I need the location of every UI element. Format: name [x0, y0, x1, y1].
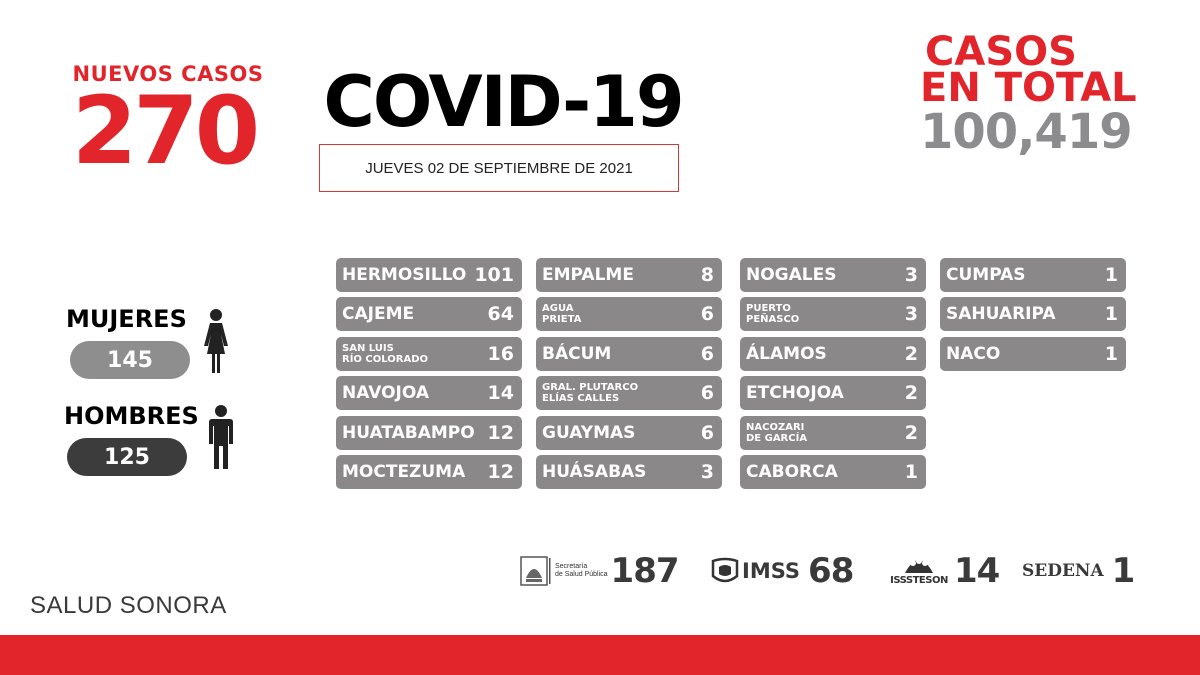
municipality-count: 3: [700, 461, 714, 483]
municipality-name: SAHUARIPA: [946, 304, 1056, 325]
municipality-name: HUATABAMPO: [342, 422, 475, 443]
footer-bar: [0, 635, 1200, 675]
municipality-count: 1: [1104, 303, 1118, 326]
municipality-name: PUERTO PEÑASCO: [746, 303, 800, 326]
footer-brand: SALUD SONORA: [30, 592, 227, 619]
municipality-row: EMPALME 8: [536, 258, 722, 292]
men-count: 125: [104, 444, 150, 470]
municipality-count: 101: [474, 264, 514, 286]
municipality-name: NOGALES: [746, 265, 837, 285]
municipality-count: 2: [904, 421, 918, 444]
imss-logo-icon: [711, 557, 739, 583]
municipality-count: 1: [1104, 342, 1118, 365]
municipality-name: GUAYMAS: [542, 422, 636, 443]
municipality-name: ETCHOJOA: [746, 383, 844, 404]
municipality-count: 6: [700, 421, 714, 444]
imss-count: 68: [808, 551, 854, 591]
municipality-name: NACOZARI DE GARCÍA: [746, 421, 808, 444]
municipality-row: HERMOSILLO 101: [336, 258, 522, 292]
casos-total-value: 100,419: [920, 104, 1133, 160]
municipality-count: 6: [700, 382, 714, 405]
municipality-row: AGUA PRIETA 6: [536, 297, 722, 332]
municipality-row: ÁLAMOS 2: [740, 336, 926, 371]
municipality-row: NAVOJOA 14: [336, 376, 522, 411]
municipality-row: MOCTEZUMA 12: [336, 455, 522, 489]
institution-secretaria: Secretaría de Salud Pública 187: [520, 548, 680, 594]
municipality-count: 6: [700, 303, 714, 326]
municipality-row: BÁCUM 6: [536, 336, 722, 371]
municipality-row: PUERTO PEÑASCO 3: [740, 297, 926, 332]
municipality-name: CABORCA: [746, 462, 838, 482]
municipality-name: NAVOJOA: [342, 383, 430, 404]
nuevos-casos-value: 270: [71, 77, 260, 186]
imss-name: IMSS: [742, 559, 801, 583]
issste-logo-icon: [905, 558, 933, 573]
municipality-row: SAHUARIPA 1: [940, 297, 1126, 332]
municipality-count: 2: [904, 382, 918, 405]
municipality-row: HUATABAMPO 12: [336, 415, 522, 450]
municipality-row: ETCHOJOA 2: [740, 376, 926, 411]
municipality-name: GRAL. PLUTARCO ELÍAS CALLES: [542, 382, 639, 405]
municipality-count: 1: [1104, 264, 1118, 286]
municipality-row: HUÁSABAS 3: [536, 455, 722, 489]
municipality-count: 2: [904, 342, 918, 365]
municipality-count: 16: [487, 342, 514, 365]
municipality-name: CUMPAS: [946, 265, 1026, 285]
municipality-row: CABORCA 1: [740, 455, 926, 489]
municipality-name: CAJEME: [342, 304, 415, 325]
secretaria-count: 187: [610, 551, 680, 591]
casos-total-label-line1: CASOS: [925, 29, 1077, 75]
municipality-row: GUAYMAS 6: [536, 415, 722, 450]
municipality-name: SAN LUIS RÍO COLORADO: [342, 342, 429, 365]
men-count-pill: 125: [67, 438, 187, 476]
issste-name: ISSSTESON: [890, 575, 948, 586]
municipality-count: 12: [487, 461, 514, 483]
sedena-name: SEDENA: [1022, 561, 1104, 581]
women-count: 145: [107, 347, 153, 373]
municipality-count: 12: [487, 421, 514, 444]
women-label: MUJERES: [66, 305, 187, 333]
municipality-row: NACO 1: [940, 336, 1126, 371]
secretaria-logo-icon: [520, 556, 548, 586]
municipality-name: HUÁSABAS: [542, 462, 647, 482]
man-icon: [209, 405, 233, 469]
municipality-name: AGUA PRIETA: [542, 303, 582, 326]
institution-sedena: SEDENA 1: [1022, 548, 1136, 594]
sedena-count: 1: [1111, 551, 1136, 591]
secretaria-divider: [549, 558, 551, 584]
men-label: HOMBRES: [64, 402, 199, 430]
secretaria-text: Secretaría de Salud Pública: [555, 563, 608, 578]
municipality-name: MOCTEZUMA: [342, 462, 466, 482]
municipality-row: GRAL. PLUTARCO ELÍAS CALLES 6: [536, 376, 722, 411]
municipality-row: NOGALES 3: [740, 258, 926, 292]
municipality-count: 3: [904, 303, 918, 326]
nuevos-casos-label: NUEVOS CASOS: [72, 62, 264, 86]
municipality-count: 14: [487, 382, 514, 405]
municipality-count: 64: [487, 303, 514, 326]
municipality-name: ÁLAMOS: [746, 343, 827, 364]
issste-count: 14: [954, 551, 1000, 591]
municipality-count: 3: [904, 264, 918, 286]
institution-imss: IMSS 68: [710, 548, 854, 594]
page-title: COVID-19: [323, 61, 684, 143]
municipality-row: CUMPAS 1: [940, 258, 1126, 292]
municipality-name: BÁCUM: [542, 343, 612, 364]
municipality-count: 6: [700, 342, 714, 365]
woman-icon: [204, 309, 228, 373]
date-box: JUEVES 02 DE SEPTIEMBRE DE 2021: [319, 144, 679, 192]
date-text: JUEVES 02 DE SEPTIEMBRE DE 2021: [365, 159, 633, 177]
municipality-count: 1: [904, 461, 918, 483]
casos-total-label-line2: EN TOTAL: [920, 65, 1137, 111]
municipality-name: NACO: [946, 343, 1001, 364]
municipality-row: SAN LUIS RÍO COLORADO 16: [336, 336, 522, 371]
municipality-count: 8: [700, 264, 714, 286]
women-count-pill: 145: [70, 341, 190, 379]
municipality-name: HERMOSILLO: [342, 265, 467, 285]
issste-logo: ISSSTESON: [888, 551, 950, 591]
municipality-name: EMPALME: [542, 265, 634, 285]
institution-issste: ISSSTESON 14: [888, 548, 1000, 594]
municipality-row: NACOZARI DE GARCÍA 2: [740, 415, 926, 450]
municipality-row: CAJEME 64: [336, 297, 522, 332]
